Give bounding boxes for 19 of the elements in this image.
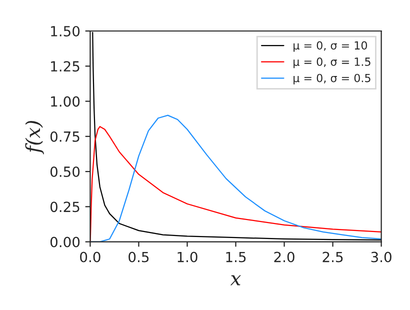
y-tick-label: 1.25 — [51, 61, 80, 72]
y-axis-title: f(x) — [25, 120, 44, 154]
y-tick-label: 0.50 — [50, 166, 80, 178]
legend-label: μ = 0, σ = 0.5 — [294, 74, 370, 84]
x-axis-title: x — [230, 275, 241, 286]
x-tick-label: 0.0 — [80, 252, 100, 262]
x-tick-label: 1.5 — [226, 252, 246, 262]
x-tick-label: 0.5 — [128, 252, 149, 262]
y-tick-label: 0.25 — [50, 202, 80, 212]
y-tick-label: 1.50 — [51, 26, 80, 36]
x-tick-label: 3.0 — [371, 252, 392, 262]
y-tick-label: 0.00 — [50, 236, 80, 248]
y-tick-label: 1.00 — [51, 96, 80, 107]
x-tick-label: 2.0 — [274, 252, 294, 262]
y-tick-label: 0.75 — [50, 131, 80, 142]
x-tick-label: 1.0 — [178, 252, 198, 262]
legend-label: μ = 0, σ = 10 — [294, 41, 368, 52]
x-tick-label: 2.5 — [322, 252, 343, 262]
legend-label: μ = 0, σ = 1.5 — [294, 58, 370, 68]
